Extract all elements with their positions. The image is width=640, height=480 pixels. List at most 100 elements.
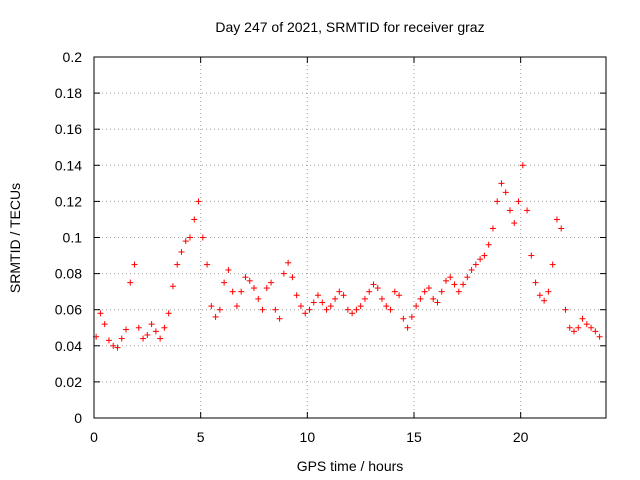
data-point	[498, 180, 505, 187]
data-point	[481, 252, 488, 259]
data-point	[242, 274, 249, 281]
tick-layer: 0 0.02 0.04 0.06 0.08 0.1 0.12 0.14 0.16 0.18 0.2 0…	[55, 49, 606, 445]
data-point	[553, 216, 560, 223]
data-point	[536, 292, 543, 299]
data-point	[370, 281, 377, 288]
data-point	[349, 310, 356, 317]
y-tick-label: 0.02	[55, 374, 82, 390]
data-point	[366, 288, 373, 295]
data-point	[105, 337, 112, 344]
grid-layer	[94, 57, 606, 418]
data-point	[174, 261, 181, 268]
data-point	[417, 295, 424, 302]
data-point	[413, 303, 420, 310]
data-point	[549, 261, 556, 268]
x-tick-label: 15	[406, 429, 422, 445]
x-tick-label: 20	[513, 429, 529, 445]
data-point	[558, 225, 565, 232]
data-point	[383, 303, 390, 310]
data-point	[238, 288, 245, 295]
data-point	[336, 288, 343, 295]
chart-title: Day 247 of 2021, SRMTID for receiver gra…	[215, 19, 484, 35]
data-point	[199, 234, 206, 241]
data-point	[519, 162, 526, 169]
data-point	[464, 274, 471, 281]
data-point	[191, 216, 198, 223]
y-tick-label: 0.04	[55, 338, 82, 354]
data-point	[592, 328, 599, 335]
data-point	[438, 288, 445, 295]
data-point	[408, 313, 415, 320]
data-point	[165, 310, 172, 317]
data-point	[148, 321, 155, 328]
data-point	[161, 324, 168, 331]
y-tick-label: 0	[74, 410, 82, 426]
y-axis-label: SRMTID / TECUs	[7, 183, 23, 293]
data-point	[195, 198, 202, 205]
data-point	[144, 331, 151, 338]
x-tick-label: 5	[197, 429, 205, 445]
data-point	[263, 285, 270, 292]
data-point	[272, 306, 279, 313]
data-point	[280, 270, 287, 277]
data-point	[468, 266, 475, 273]
data-point	[391, 288, 398, 295]
data-point	[182, 238, 189, 245]
data-point	[225, 266, 232, 273]
data-point	[221, 279, 228, 286]
y-tick-label: 0.14	[55, 157, 82, 173]
data-point	[276, 315, 283, 322]
x-tick-label: 0	[90, 429, 98, 445]
data-point	[361, 295, 368, 302]
data-point	[404, 324, 411, 331]
x-tick-label: 10	[300, 429, 316, 445]
data-point	[502, 189, 509, 196]
data-point	[434, 299, 441, 306]
data-point	[566, 324, 573, 331]
data-point	[306, 306, 313, 313]
data-point	[212, 313, 219, 320]
data-point	[110, 342, 117, 349]
data-point	[545, 288, 552, 295]
data-point	[528, 252, 535, 259]
data-point	[421, 288, 428, 295]
data-point	[340, 292, 347, 299]
y-tick-label: 0.06	[55, 302, 82, 318]
data-point	[494, 198, 501, 205]
data-point	[379, 295, 385, 302]
data-point	[430, 295, 437, 302]
x-axis-label: GPS time / hours	[297, 458, 404, 474]
data-point	[579, 315, 586, 322]
data-point	[152, 328, 159, 335]
data-point	[187, 234, 193, 241]
data-point	[396, 292, 403, 299]
data-point	[246, 277, 253, 284]
data-point	[575, 324, 582, 331]
data-point	[596, 333, 603, 340]
data-point	[97, 310, 104, 317]
data-point	[451, 281, 458, 288]
data-point	[583, 321, 590, 328]
data-point	[208, 303, 215, 310]
data-point	[400, 315, 407, 322]
data-point	[562, 306, 569, 313]
y-tick-label: 0.16	[55, 121, 82, 137]
data-point	[293, 292, 300, 299]
data-point	[297, 303, 304, 310]
data-point	[425, 285, 432, 292]
data-point	[289, 274, 296, 281]
data-point	[204, 261, 211, 268]
data-point	[511, 220, 518, 227]
y-tick-label: 0.1	[63, 230, 83, 246]
y-tick-label: 0.12	[55, 193, 82, 209]
data-point	[216, 306, 223, 313]
data-point	[485, 241, 492, 248]
data-point	[327, 303, 334, 310]
data-point	[472, 261, 479, 268]
y-tick-label: 0.08	[55, 266, 82, 282]
data-point	[532, 279, 539, 286]
data-point	[118, 335, 125, 342]
data-point	[477, 256, 484, 263]
y-tick-label: 0.18	[55, 85, 82, 101]
